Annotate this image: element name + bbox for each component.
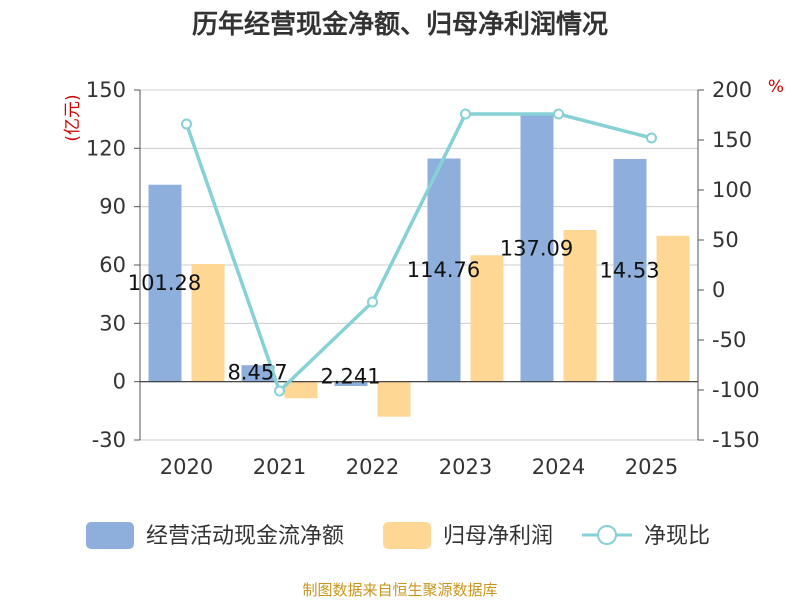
left-axis-tick-label: 0 bbox=[113, 370, 126, 394]
right-axis-tick-label: -100 bbox=[712, 378, 760, 402]
right-axis-tick-label: 0 bbox=[712, 278, 725, 302]
right-axis-tick-label: -50 bbox=[712, 328, 746, 352]
bar-cashflow bbox=[613, 158, 647, 382]
cashflow-data-label: 101.28 bbox=[128, 271, 201, 295]
x-axis-tick-label: 2021 bbox=[253, 455, 306, 479]
x-axis-tick-label: 2022 bbox=[346, 455, 399, 479]
cashflow-data-label: 8.457 bbox=[227, 361, 287, 385]
ratio-point bbox=[181, 118, 192, 130]
cashflow-data-label: 137.09 bbox=[500, 236, 573, 260]
x-axis-tick-label: 2020 bbox=[160, 455, 213, 479]
bar-cashflow bbox=[334, 381, 368, 387]
bar-cashflow bbox=[148, 184, 182, 382]
cashflow-data-label: 2.241 bbox=[320, 365, 380, 389]
bar-net-profit bbox=[563, 230, 597, 382]
legend-swatch-cashflow bbox=[86, 522, 134, 549]
legend-swatch-ratio-marker bbox=[597, 525, 617, 545]
ratio-point bbox=[274, 385, 285, 397]
cashflow-data-label: 114.76 bbox=[407, 258, 480, 282]
ratio-point bbox=[460, 108, 471, 120]
bar-net-profit bbox=[470, 255, 504, 382]
bar-net-profit bbox=[191, 264, 225, 382]
cashflow-data-label: 14.53 bbox=[599, 258, 659, 282]
right-axis-tick-label: 50 bbox=[712, 228, 739, 252]
bar-net-profit bbox=[377, 381, 411, 417]
legend-label-net-profit: 归母净利润 bbox=[443, 524, 553, 549]
x-axis-tick-label: 2023 bbox=[439, 455, 492, 479]
left-axis-tick-label: 60 bbox=[99, 253, 126, 277]
x-axis-tick-label: 2024 bbox=[532, 455, 585, 479]
left-axis-tick-label: 150 bbox=[86, 78, 126, 102]
bar-cashflow bbox=[427, 158, 461, 382]
x-axis-tick-label: 2025 bbox=[625, 455, 678, 479]
left-axis-tick-label: 90 bbox=[99, 195, 126, 219]
ratio-point bbox=[367, 296, 378, 308]
right-axis-tick-label: -150 bbox=[712, 428, 760, 452]
left-axis-tick-label: -30 bbox=[92, 428, 126, 452]
bar-net-profit bbox=[656, 235, 690, 382]
right-axis-tick-label: 100 bbox=[712, 178, 752, 202]
source-note: 制图数据来自恒生聚源数据库 bbox=[302, 581, 498, 599]
right-axis-label: % bbox=[768, 77, 784, 97]
left-axis-tick-label: 30 bbox=[99, 311, 126, 335]
right-axis-tick-label: 150 bbox=[712, 128, 752, 152]
bar-net-profit bbox=[284, 381, 318, 399]
ratio-point bbox=[646, 132, 657, 144]
bar-cashflow bbox=[520, 115, 554, 382]
chart-title: 历年经营现金净额、归母净利润情况 bbox=[191, 10, 608, 40]
bar-cashflow bbox=[241, 365, 275, 382]
right-axis-tick-label: 200 bbox=[712, 78, 752, 102]
legend-label-cashflow: 经营活动现金流净额 bbox=[146, 524, 344, 549]
ratio-line bbox=[184, 112, 652, 395]
left-axis-label: (亿元) bbox=[63, 94, 83, 141]
left-axis-tick-label: 120 bbox=[86, 136, 126, 160]
legend-label-ratio: 净现比 bbox=[644, 524, 710, 549]
ratio-point bbox=[553, 108, 564, 120]
legend-swatch-net-profit bbox=[383, 522, 431, 549]
